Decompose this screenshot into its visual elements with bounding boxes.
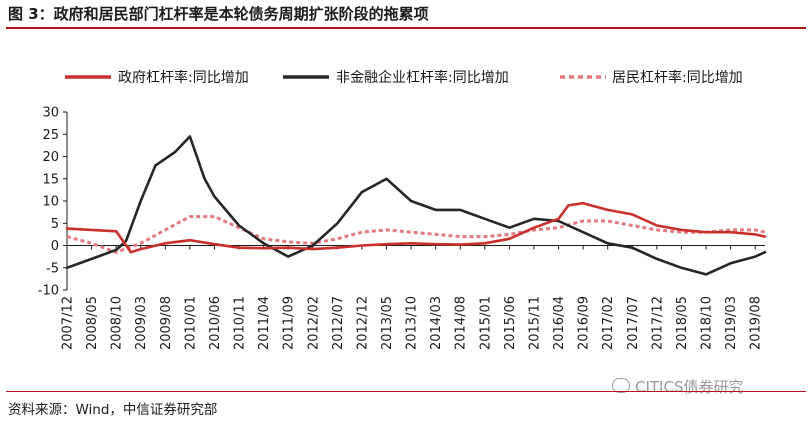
x-tick-label: 2015/06 bbox=[503, 296, 518, 350]
x-tick-label: 2009/08 bbox=[159, 296, 174, 350]
x-tick-label: 2019/08 bbox=[749, 296, 764, 350]
x-tick-label: 2008/10 bbox=[110, 296, 125, 350]
x-tick-label: 2018/05 bbox=[675, 296, 690, 350]
x-tick-label: 2008/05 bbox=[85, 296, 100, 350]
x-tick-label: 2014/08 bbox=[454, 296, 469, 350]
x-tick-label: 2010/01 bbox=[183, 296, 198, 350]
y-tick-label: 5 bbox=[51, 217, 59, 232]
x-tick-label: 2016/04 bbox=[552, 296, 567, 350]
chart-title: 图 3：政府和居民部门杠杆率是本轮债务周期扩张阶段的拖累项 bbox=[8, 5, 429, 23]
x-tick-label: 2019/03 bbox=[724, 296, 739, 350]
x-tick-label: 2007/12 bbox=[61, 296, 76, 350]
source-note: 资料来源：Wind，中信证券研究部 bbox=[8, 402, 218, 418]
x-tick-label: 2016/09 bbox=[577, 296, 592, 350]
x-tick-label: 2013/10 bbox=[405, 296, 420, 350]
legend-label-household: 居民杠杆率:同比增加 bbox=[612, 69, 743, 86]
x-tick-label: 2012/02 bbox=[306, 296, 321, 350]
x-tick-label: 2011/09 bbox=[282, 296, 297, 350]
y-tick-label: -5 bbox=[46, 261, 59, 276]
line-chart: 政府杠杆率:同比增加 非金融企业杠杆率:同比增加 居民杠杆率:同比增加 -10 -5 0… bbox=[38, 69, 767, 350]
x-tick-label: 2010/11 bbox=[233, 296, 248, 350]
y-tick-label: 30 bbox=[42, 106, 59, 121]
legend-label-gov: 政府杠杆率:同比增加 bbox=[118, 69, 249, 86]
series-layer bbox=[65, 135, 767, 276]
watermark-text: CITICS债券研究 bbox=[635, 378, 744, 396]
y-tick-label: 0 bbox=[51, 239, 59, 254]
x-tick-label: 2017/12 bbox=[650, 296, 665, 350]
x-tick-label: 2014/03 bbox=[429, 296, 444, 350]
y-tick-label: 20 bbox=[42, 150, 59, 165]
x-tick-label: 2017/02 bbox=[601, 296, 616, 350]
title-rule bbox=[6, 27, 806, 29]
watermark: CITICS债券研究 bbox=[612, 376, 743, 397]
y-tick-label: 15 bbox=[42, 172, 59, 187]
x-tick-label: 2013/05 bbox=[380, 296, 395, 350]
legend-label-corp: 非金融企业杠杆率:同比增加 bbox=[336, 69, 509, 86]
y-axis: -10 -5 0 5 10 15 20 25 30 bbox=[38, 106, 68, 299]
y-tick-label: 25 bbox=[42, 128, 59, 143]
bottom-rule bbox=[6, 391, 806, 392]
x-tick-label: 2015/01 bbox=[478, 296, 493, 350]
x-tick-label: 2012/12 bbox=[355, 296, 370, 350]
wechat-icon bbox=[612, 378, 630, 393]
x-tick-label: 2015/11 bbox=[527, 296, 542, 350]
x-tick-label: 2009/03 bbox=[134, 296, 149, 350]
x-tick-label: 2018/10 bbox=[700, 296, 715, 350]
y-tick-label: 10 bbox=[42, 195, 59, 210]
x-tick-label: 2010/06 bbox=[208, 296, 223, 350]
series-line-corp bbox=[65, 135, 767, 276]
series-line-household bbox=[66, 215, 766, 254]
x-tick-label: 2012/07 bbox=[331, 296, 346, 350]
x-axis: 2007/12 2008/05 2008/10 2009/03 2009/08 2010/… bbox=[61, 245, 765, 350]
x-tick-label: 2011/04 bbox=[257, 296, 272, 350]
y-tick-label: -10 bbox=[38, 284, 59, 299]
chart-legend: 政府杠杆率:同比增加 非金融企业杠杆率:同比增加 居民杠杆率:同比增加 bbox=[65, 69, 743, 86]
x-tick-label: 2017/07 bbox=[626, 296, 641, 350]
series-line-gov bbox=[65, 201, 767, 254]
